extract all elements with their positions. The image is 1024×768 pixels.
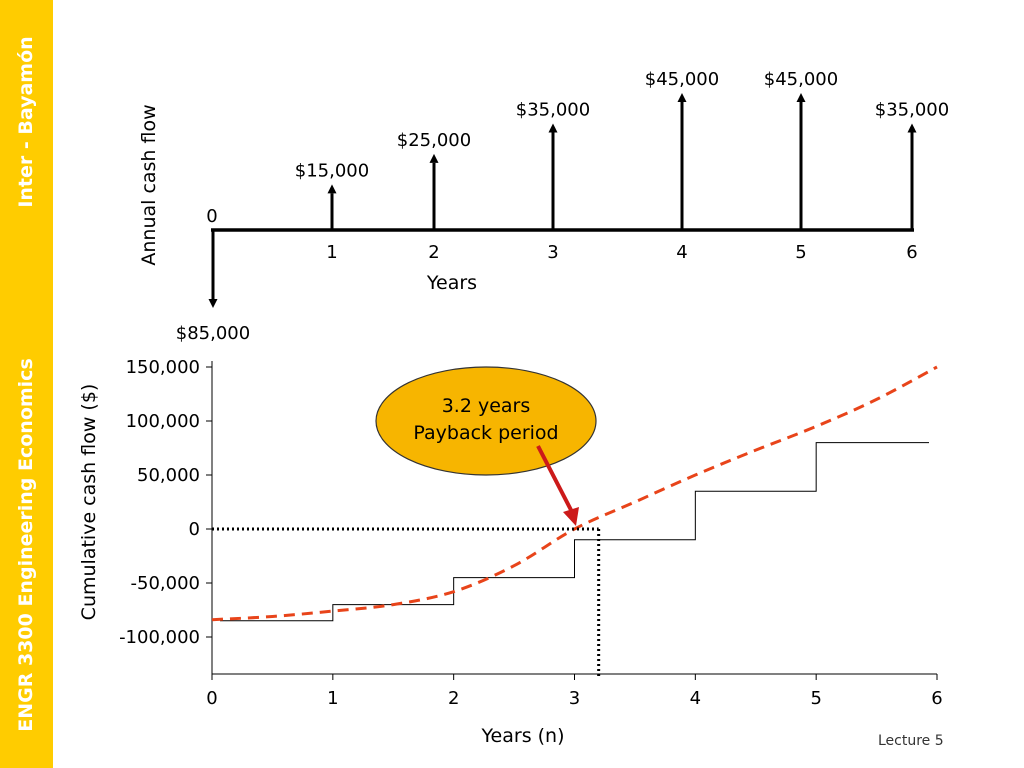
cum-y-axis-label: Cumulative cash flow ($)	[78, 384, 100, 621]
cum-dashed-series	[211, 365, 938, 622]
cfd-arrow-head	[327, 184, 337, 194]
cum-y-tick-label: 100,000	[126, 411, 200, 432]
cum-callout-arrow-head	[563, 507, 579, 526]
cfd-value-label: $25,000	[397, 130, 471, 151]
cfd-origin-label: 0	[206, 206, 217, 227]
cum-y-tick-label: 0	[189, 519, 200, 540]
cfd-year-tick-label: 6	[906, 242, 917, 263]
cum-y-tick-label: 50,000	[137, 465, 200, 486]
cum-x-tick-label: 3	[569, 688, 580, 709]
footer-lecture-label: Lecture 5	[878, 733, 944, 749]
cfd-arrow-head	[677, 93, 687, 102]
cum-step-series	[220, 442, 929, 622]
cum-callout-text: 3.2 years	[442, 395, 531, 417]
cfd-arrow-head	[796, 93, 806, 102]
cfd-year-tick-label: 5	[795, 242, 806, 263]
cfd-year-tick-label: 1	[326, 242, 337, 263]
cfd-value-label: $85,000	[176, 323, 250, 344]
cfd-y-axis-label: Annual cash flow	[138, 104, 160, 265]
cum-x-tick-label: 5	[810, 688, 821, 709]
sidebar-band: Inter - Bayamón ENGR 3300 Engineering Ec…	[0, 0, 53, 768]
cum-callout-text: Payback period	[413, 422, 558, 444]
cum-callout-bubble	[375, 366, 597, 476]
cfd-arrow-head	[208, 299, 218, 308]
cum-x-tick-label: 4	[690, 688, 701, 709]
cum-y-tick-label: -100,000	[119, 627, 200, 648]
cfd-arrow-head	[907, 123, 917, 133]
cfd-value-label: $35,000	[875, 99, 949, 120]
cfd-x-axis-label: Years	[426, 272, 477, 294]
cum-callout-arrow	[536, 445, 573, 511]
cum-y-tick-label: -50,000	[131, 573, 200, 594]
cfd-value-label: $35,000	[516, 99, 590, 120]
cfd-year-tick-label: 4	[676, 242, 687, 263]
cfd-arrow-head	[548, 123, 558, 133]
cfd-year-tick-label: 2	[428, 242, 439, 263]
cum-x-tick-label: 6	[931, 688, 942, 709]
cfd-value-label: $45,000	[764, 69, 838, 90]
cum-x-tick-label: 2	[448, 688, 459, 709]
cum-x-axis-label: Years (n)	[480, 725, 564, 747]
cum-x-tick-label: 1	[327, 688, 338, 709]
cfd-value-label: $15,000	[295, 160, 369, 181]
cfd-value-label: $45,000	[645, 69, 719, 90]
cum-x-tick-label: 0	[206, 688, 217, 709]
cfd-arrow-head	[429, 153, 439, 163]
cum-y-tick-label: 150,000	[126, 357, 200, 378]
cfd-year-tick-label: 3	[547, 242, 558, 263]
